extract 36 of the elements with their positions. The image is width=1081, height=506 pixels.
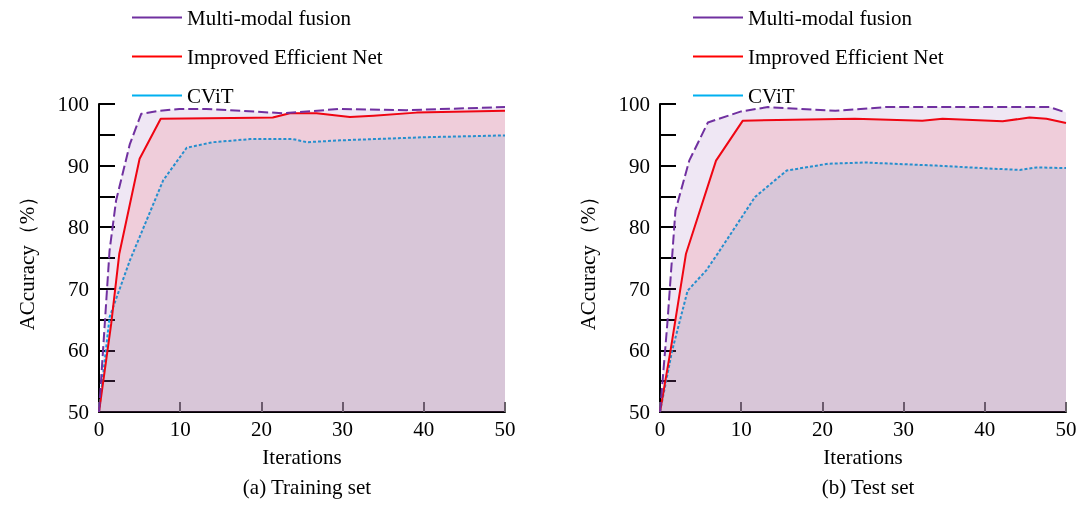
legend-label: Improved Efficient Net — [187, 44, 383, 69]
y-tick-label: 60 — [68, 338, 89, 363]
x-tick-label: 0 — [654, 416, 666, 441]
x-axis-title: Iterations — [262, 444, 342, 469]
y-tick-label: 70 — [629, 276, 650, 301]
legend-label: CViT — [748, 83, 795, 108]
x-tick-label: 20 — [811, 416, 833, 441]
legend-label: Multi-modal fusion — [187, 5, 352, 30]
y-tick-label: 100 — [57, 92, 89, 116]
y-axis-title: ACcuracy（%） — [14, 185, 39, 331]
y-tick-label: 90 — [629, 153, 650, 178]
legend-label: Improved Efficient Net — [748, 44, 944, 69]
y-tick-label: 100 — [618, 92, 650, 116]
y-tick-label: 80 — [68, 215, 89, 240]
y-axis-title: ACcuracy（%） — [575, 185, 600, 331]
y-tick-label: 60 — [629, 338, 650, 363]
x-tick-label: 30 — [893, 416, 915, 441]
y-tick-label: 50 — [68, 400, 89, 424]
y-tick-label: 90 — [68, 153, 89, 178]
text: (b) Test set — [821, 474, 915, 499]
x-tick-label: 10 — [730, 416, 752, 441]
x-tick-label: 50 — [1055, 416, 1077, 441]
y-tick-label: 80 — [629, 215, 650, 240]
x-tick-label: 40 — [974, 416, 996, 441]
legend-label: Multi-modal fusion — [748, 5, 913, 30]
x-tick-label: 30 — [332, 416, 354, 441]
y-tick-label: 70 — [68, 276, 89, 301]
text: (a) Training set — [242, 474, 372, 499]
x-tick-label: 0 — [93, 416, 105, 441]
x-tick-label: 40 — [413, 416, 435, 441]
y-tick-label: 50 — [629, 400, 650, 424]
x-tick-label: 50 — [494, 416, 516, 441]
x-axis-title: Iterations — [823, 444, 903, 469]
legend-label: CViT — [187, 83, 234, 108]
x-tick-label: 20 — [250, 416, 272, 441]
x-tick-label: 10 — [169, 416, 191, 441]
